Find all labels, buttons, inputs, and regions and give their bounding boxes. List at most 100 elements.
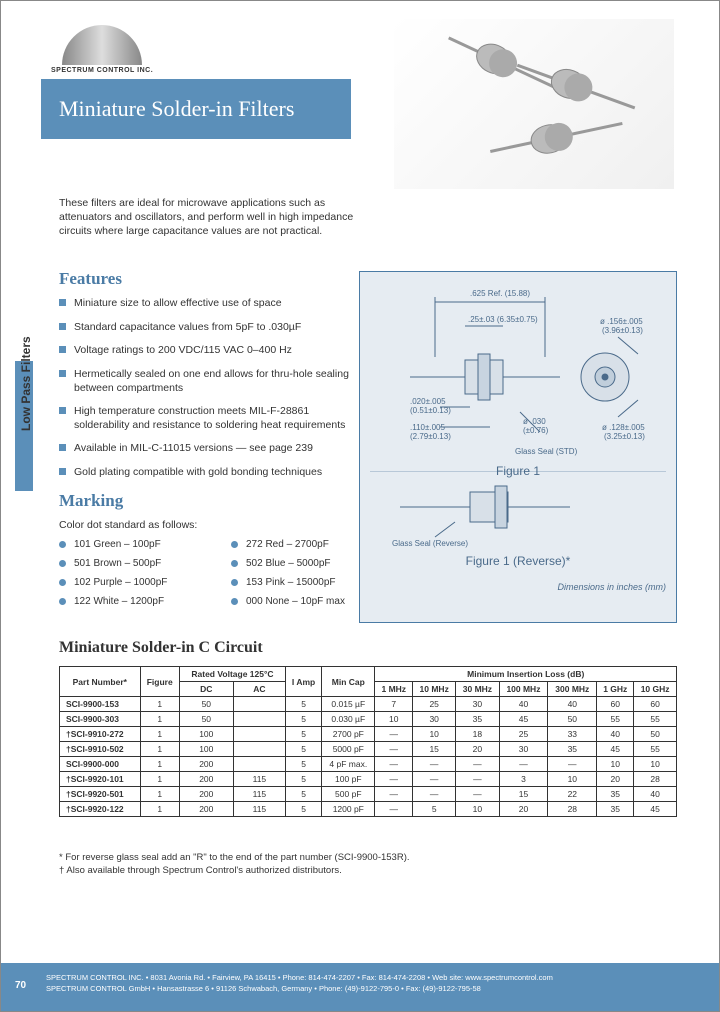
cell-pn: SCI-9900-000	[60, 757, 141, 772]
col-10mhz: 10 MHz	[413, 682, 456, 697]
dimension-note: Dimensions in inches (mm)	[370, 582, 666, 592]
page-title-text: Miniature Solder-in Filters	[59, 96, 294, 122]
table-note-1: * For reverse glass seal add an "R" to t…	[59, 851, 410, 864]
feature-text: Gold plating compatible with gold bondin…	[74, 466, 322, 480]
bullet-square-icon	[59, 407, 66, 414]
bullet-square-icon	[59, 468, 66, 475]
cell-loss: 55	[634, 712, 677, 727]
cell-loss: 10	[413, 727, 456, 742]
cell-pn: †SCI-9920-501	[60, 787, 141, 802]
cell-loss: 35	[597, 802, 634, 817]
col-100mhz: 100 MHz	[499, 682, 548, 697]
table-row: †SCI-9920-10112001155100 pF———3102028	[60, 772, 677, 787]
cell-loss: 35	[456, 712, 499, 727]
cell-dc: 200	[179, 757, 233, 772]
col-10ghz: 10 GHz	[634, 682, 677, 697]
cell-loss: 7	[375, 697, 413, 712]
feature-item: Standard capacitance values from 5pF to …	[59, 321, 354, 335]
company-logo: SPECTRUM CONTROL INC.	[51, 25, 153, 74]
cell-pn: SCI-9900-303	[60, 712, 141, 727]
cell-loss: —	[375, 757, 413, 772]
cell-loss: 20	[499, 802, 548, 817]
feature-text: Standard capacitance values from 5pF to …	[74, 321, 301, 335]
marking-item: 153 Pink – 15000pF	[231, 577, 379, 588]
cell-amp: 5	[286, 697, 322, 712]
marking-text: 102 Purple – 1000pF	[74, 577, 167, 588]
cell-loss: —	[456, 772, 499, 787]
cell-loss: 10	[597, 757, 634, 772]
svg-text:(2.79±0.13): (2.79±0.13)	[410, 432, 451, 441]
cell-dc: 200	[179, 787, 233, 802]
logo-arc-icon	[62, 25, 142, 65]
cell-loss: 22	[548, 787, 597, 802]
cell-loss: 50	[548, 712, 597, 727]
col-rated-voltage: Rated Voltage 125°C	[179, 667, 285, 682]
col-insertion-loss: Minimum Insertion Loss (dB)	[375, 667, 677, 682]
feature-text: Miniature size to allow effective use of…	[74, 297, 282, 311]
cell-dc: 50	[179, 697, 233, 712]
cell-loss: 25	[499, 727, 548, 742]
dim-dia-small: ø .128±.005	[602, 423, 645, 432]
cell-pn: †SCI-9910-502	[60, 742, 141, 757]
cell-fig: 1	[140, 787, 179, 802]
cell-cap: 4 pF max.	[322, 757, 375, 772]
cell-loss: 60	[597, 697, 634, 712]
cell-loss: 33	[548, 727, 597, 742]
cell-loss: 45	[597, 742, 634, 757]
bullet-dot-icon	[59, 560, 66, 567]
table-row: SCI-9900-15315050.015 µF7253040406060	[60, 697, 677, 712]
dim-step: .110±.005	[410, 423, 445, 432]
feature-item: High temperature construction meets MIL-…	[59, 405, 354, 432]
cell-loss: —	[375, 727, 413, 742]
svg-text:(±0.76): (±0.76)	[523, 426, 549, 435]
cell-loss: 35	[597, 787, 634, 802]
cell-loss: 45	[499, 712, 548, 727]
table-notes: * For reverse glass seal add an "R" to t…	[59, 851, 410, 878]
cell-fig: 1	[140, 802, 179, 817]
cell-loss: 28	[548, 802, 597, 817]
col-amp: I Amp	[286, 667, 322, 697]
feature-text: High temperature construction meets MIL-…	[74, 405, 354, 432]
bullet-dot-icon	[231, 541, 238, 548]
cell-loss: 20	[597, 772, 634, 787]
table-row: †SCI-9910-502110055000 pF—152030354555	[60, 742, 677, 757]
cell-loss: 10	[375, 712, 413, 727]
cell-amp: 5	[286, 742, 322, 757]
cell-loss: 35	[548, 742, 597, 757]
cell-loss: 3	[499, 772, 548, 787]
feature-item: Miniature size to allow effective use of…	[59, 297, 354, 311]
marking-text: 000 None – 10pF max	[246, 596, 345, 607]
cell-loss: 10	[634, 757, 677, 772]
spec-table: Part Number* Figure Rated Voltage 125°C …	[59, 666, 677, 817]
feature-text: Available in MIL-C-11015 versions — see …	[74, 442, 313, 456]
cell-loss: 30	[413, 712, 456, 727]
bullet-square-icon	[59, 346, 66, 353]
marking-intro: Color dot standard as follows:	[59, 519, 379, 531]
bullet-dot-icon	[231, 560, 238, 567]
cell-loss: 10	[456, 802, 499, 817]
cell-loss: 40	[499, 697, 548, 712]
marking-text: 502 Blue – 5000pF	[246, 558, 331, 569]
cell-loss: 20	[456, 742, 499, 757]
cell-amp: 5	[286, 787, 322, 802]
cell-fig: 1	[140, 757, 179, 772]
marking-text: 501 Brown – 500pF	[74, 558, 161, 569]
table-note-2: † Also available through Spectrum Contro…	[59, 864, 410, 877]
cell-ac: 115	[233, 802, 285, 817]
cell-loss: 25	[413, 697, 456, 712]
marking-item: 502 Blue – 5000pF	[231, 558, 379, 569]
cell-fig: 1	[140, 727, 179, 742]
cell-ac	[233, 712, 285, 727]
cell-ac	[233, 727, 285, 742]
table-row: SCI-9900-30315050.030 µF10303545505555	[60, 712, 677, 727]
cell-cap: 0.030 µF	[322, 712, 375, 727]
cell-loss: 40	[597, 727, 634, 742]
cell-ac	[233, 742, 285, 757]
cell-cap: 2700 pF	[322, 727, 375, 742]
cell-fig: 1	[140, 772, 179, 787]
cell-amp: 5	[286, 772, 322, 787]
svg-text:(3.25±0.13): (3.25±0.13)	[604, 432, 645, 441]
dim-lead: .020±.005	[410, 397, 446, 406]
cell-dc: 200	[179, 772, 233, 787]
marking-item: 501 Brown – 500pF	[59, 558, 207, 569]
